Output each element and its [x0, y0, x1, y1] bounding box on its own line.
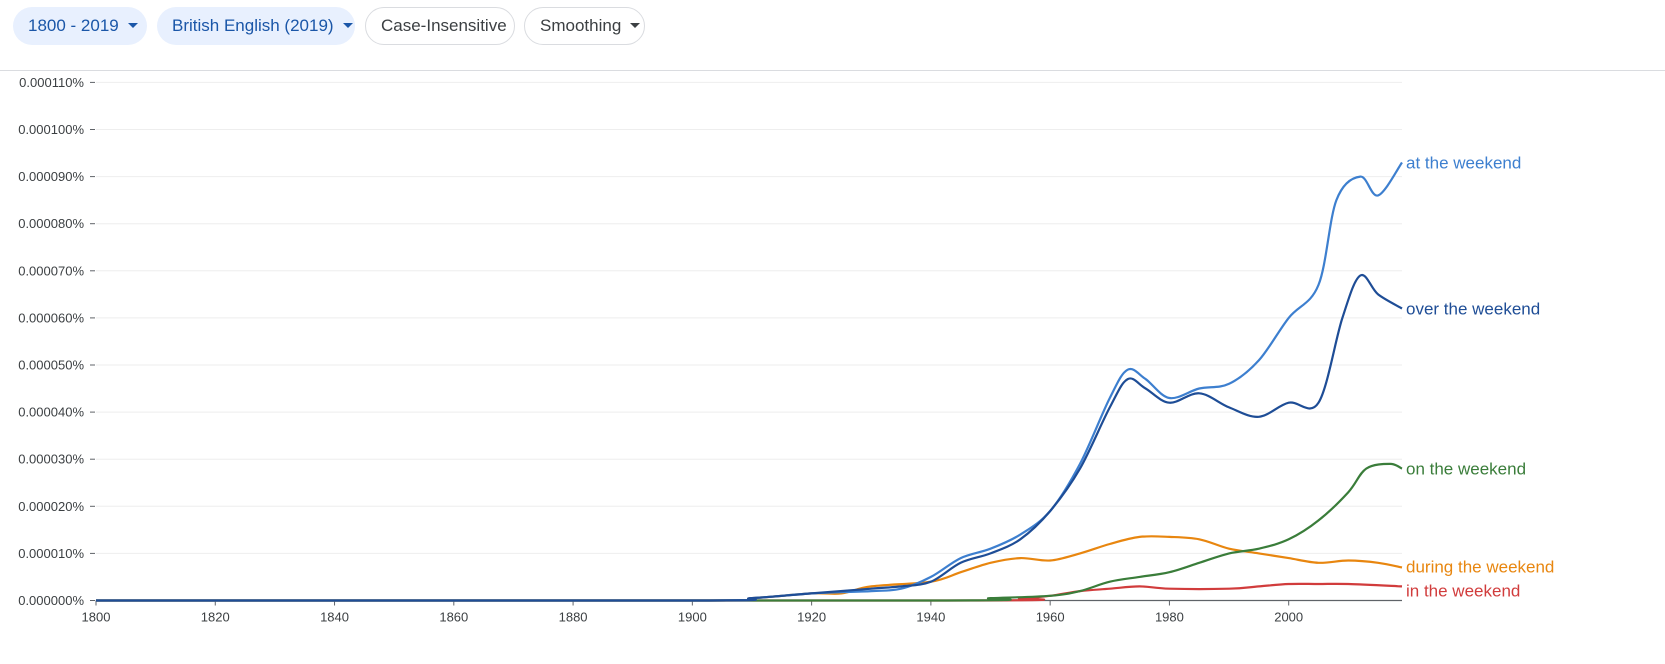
y-tick-label: 0.000060%	[18, 310, 84, 325]
y-tick-label: 0.000000%	[18, 593, 84, 608]
corpus-dropdown[interactable]: British English (2019)	[157, 7, 355, 45]
chevron-down-icon	[342, 23, 353, 29]
series-label: during the weekend	[1406, 558, 1554, 577]
y-tick-label: 0.000100%	[18, 122, 84, 137]
y-axis: 0.000000% 0.000010% 0.000020% 0.000030% 0.00…	[18, 75, 95, 608]
y-tick-label: 0.000020%	[18, 499, 84, 514]
toolbar: 1800 - 2019 British English (2019) Case-…	[0, 0, 1665, 71]
series-lines	[96, 161, 1403, 602]
y-tick-label: 0.000090%	[18, 169, 84, 184]
series-line[interactable]	[96, 273, 1403, 602]
chevron-down-icon	[630, 23, 641, 29]
y-tick-label: 0.000110%	[19, 75, 84, 90]
x-tick-label: 1800	[82, 610, 111, 625]
x-tick-label: 1920	[797, 610, 826, 625]
series-label: on the weekend	[1406, 460, 1526, 479]
year-range-dropdown[interactable]: 1800 - 2019	[13, 7, 147, 45]
y-tick-label: 0.000070%	[18, 263, 84, 278]
ngram-chart: 0.000000% 0.000010% 0.000020% 0.000030% 0.00…	[18, 75, 1554, 625]
x-tick-label: 1900	[678, 610, 707, 625]
x-axis: 1800 1820 1840 1860 1880 1900 1920 1940 1960 1980…	[82, 599, 1402, 625]
y-tick-label: 0.000080%	[18, 216, 84, 231]
y-tick-label: 0.000010%	[18, 546, 84, 561]
series-line[interactable]	[96, 535, 1403, 602]
y-tick-label: 0.000030%	[18, 452, 84, 467]
series-label: in the weekend	[1406, 581, 1520, 600]
chevron-down-icon	[127, 23, 138, 29]
case-insensitive-toggle[interactable]: Case-Insensitive	[365, 7, 515, 45]
smoothing-label: Smoothing	[540, 16, 622, 35]
series-line[interactable]	[96, 462, 1403, 602]
x-tick-label: 1840	[320, 610, 349, 625]
corpus-label: British English (2019)	[172, 16, 334, 35]
smoothing-dropdown[interactable]: Smoothing	[524, 7, 645, 45]
series-label: at the weekend	[1406, 153, 1521, 172]
year-range-label: 1800 - 2019	[28, 16, 119, 35]
x-tick-label: 2000	[1274, 610, 1303, 625]
y-tick-label: 0.000040%	[18, 405, 84, 420]
x-tick-label: 1860	[439, 610, 468, 625]
series-label: over the weekend	[1406, 299, 1540, 318]
x-tick-label: 1980	[1155, 610, 1184, 625]
x-tick-label: 1880	[559, 610, 588, 625]
case-label: Case-Insensitive	[381, 16, 507, 35]
series-line[interactable]	[96, 161, 1403, 602]
x-tick-label: 1940	[916, 610, 945, 625]
y-tick-label: 0.000050%	[18, 358, 84, 373]
grid	[96, 81, 1402, 554]
series-labels: at the weekend over the weekend on the wee…	[1406, 153, 1554, 600]
x-tick-label: 1820	[201, 610, 230, 625]
x-tick-label: 1960	[1036, 610, 1065, 625]
